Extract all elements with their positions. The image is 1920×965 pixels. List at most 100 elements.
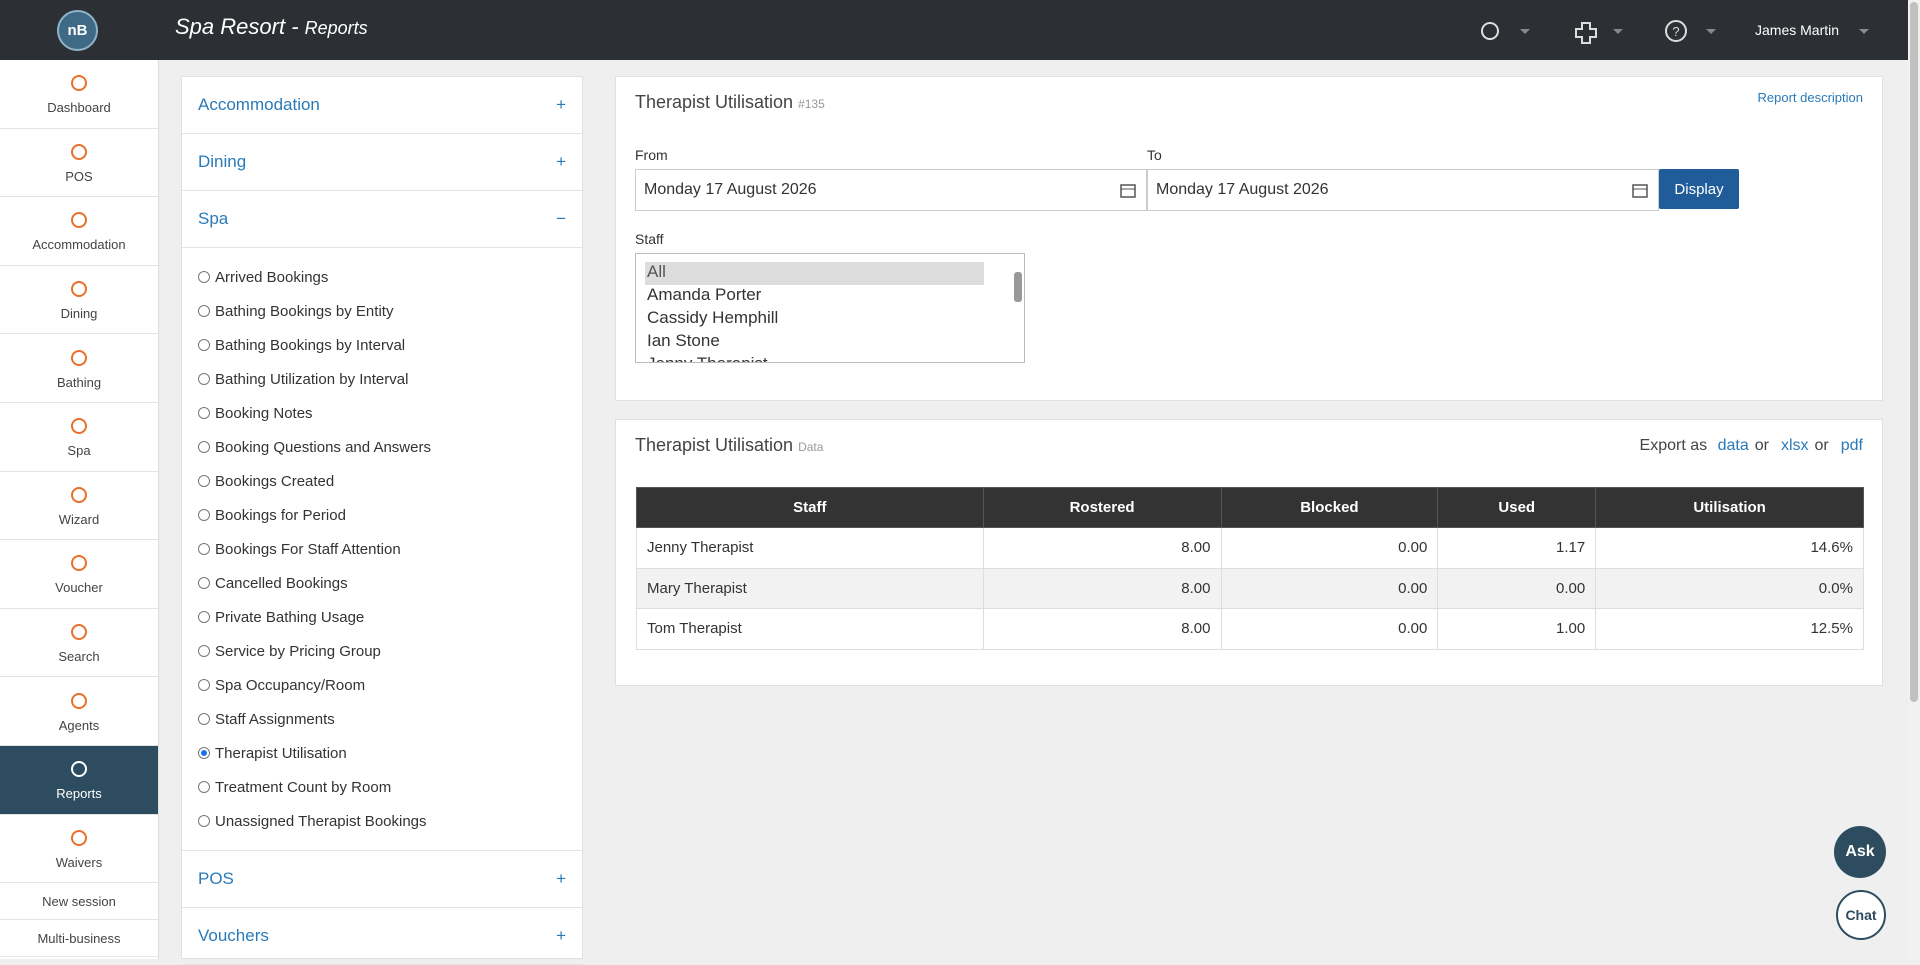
list-scroll[interactable] <box>1014 258 1022 358</box>
nav-footer-link[interactable]: Multi-business <box>0 920 158 958</box>
staff-select[interactable]: All Amanda Porter Cassidy Hemphill Ian Ston… <box>635 253 1025 363</box>
report-label: Bathing Bookings by Entity <box>215 302 394 320</box>
menu-section[interactable]: Accommodation + <box>182 77 582 134</box>
export-link[interactable]: data <box>1717 437 1749 454</box>
report-radio[interactable]: Treatment Count by Room <box>182 770 582 804</box>
nav-label: Search <box>58 649 100 665</box>
nav-label: Voucher <box>55 580 103 596</box>
report-form: Therapist Utilisation #135 Report descri… <box>615 76 1883 401</box>
radio[interactable] <box>198 815 210 827</box>
to-input[interactable]: Monday 17 August 2026 <box>1147 169 1659 211</box>
top-icons[interactable]: ? <box>1470 18 1890 44</box>
menu-section[interactable]: POS + <box>182 851 582 908</box>
nav-item[interactable]: Agents <box>0 677 158 746</box>
report-radio[interactable]: Bookings for Period <box>182 498 582 532</box>
report-radio[interactable]: Service by Pricing Group <box>182 634 582 668</box>
table-cell: 14.6% <box>1595 527 1864 569</box>
staff-option[interactable]: Ian Stone <box>647 331 720 350</box>
radio[interactable] <box>198 475 210 487</box>
radio[interactable] <box>198 645 210 657</box>
nav-item[interactable]: Wizard <box>0 472 158 541</box>
column-header: Blocked <box>1220 487 1439 528</box>
ask-button[interactable]: Ask <box>1834 826 1886 878</box>
report-radio[interactable]: Spa Occupancy/Room <box>182 668 582 702</box>
data-panel: Therapist Utilisation Data Export as dat… <box>615 419 1883 686</box>
nav-item[interactable]: Voucher <box>0 540 158 609</box>
display-button[interactable]: Display <box>1659 169 1739 209</box>
report-radio[interactable]: Therapist Utilisation <box>182 736 582 770</box>
report-label: Therapist Utilisation <box>215 744 347 762</box>
radio[interactable] <box>198 407 210 419</box>
staff-option[interactable]: Jenny Therapist <box>645 354 984 362</box>
nav-item[interactable]: Dining <box>0 266 158 335</box>
menu-section[interactable]: Spa − <box>182 191 582 248</box>
column-header: Utilisation <box>1595 487 1864 528</box>
export-or: or <box>1814 437 1829 454</box>
report-radio[interactable]: Bathing Utilization by Interval <box>182 362 582 396</box>
nav-label: Wizard <box>58 511 100 527</box>
report-radio[interactable]: Bathing Bookings by Entity <box>182 294 582 328</box>
report-label: Bookings Created <box>215 472 335 490</box>
report-radio[interactable]: Booking Notes <box>182 396 582 430</box>
description-link[interactable]: Report description <box>1757 90 1864 105</box>
nav-item[interactable]: Dashboard <box>0 60 158 129</box>
table-row: Mary Therapist 8.00 0.00 0.00 0.0% <box>636 567 1864 609</box>
nav-item[interactable]: Accommodation <box>0 197 158 266</box>
nav-item[interactable]: Bathing <box>0 334 158 403</box>
radio[interactable] <box>198 305 210 317</box>
radio[interactable] <box>198 747 210 759</box>
table-cell: 0.0% <box>1595 567 1864 609</box>
section-toggle: − <box>556 209 566 228</box>
radio[interactable] <box>198 339 210 351</box>
radio[interactable] <box>198 373 210 385</box>
chat-button[interactable]: Chat <box>1836 890 1886 940</box>
report-label: Bathing Bookings by Interval <box>215 336 406 354</box>
nav-item[interactable]: Waivers <box>0 815 158 884</box>
column-header: Rostered <box>982 487 1222 528</box>
report-radio[interactable]: Bookings Created <box>182 464 582 498</box>
nav-item[interactable]: Reports <box>0 745 158 815</box>
report-list: Arrived Bookings Bathing Bookings by Enti… <box>182 248 582 851</box>
report-radio[interactable]: Arrived Bookings <box>182 260 582 294</box>
nav-item[interactable]: POS <box>0 129 158 198</box>
nav-footer-link[interactable]: New session <box>0 883 158 921</box>
nav-item[interactable]: Spa <box>0 403 158 472</box>
radio[interactable] <box>198 781 210 793</box>
report-radio[interactable]: Private Bathing Usage <box>182 600 582 634</box>
report-label: Spa Occupancy/Room <box>215 676 366 694</box>
report-radio[interactable]: Staff Assignments <box>182 702 582 736</box>
data-tag: Data <box>798 440 824 454</box>
table-cell: 0.00 <box>1220 527 1439 569</box>
report-radio[interactable]: Unassigned Therapist Bookings <box>182 804 582 838</box>
user-menu[interactable]: James Martin <box>1755 22 1840 38</box>
export-or: or <box>1754 437 1769 454</box>
nav-item[interactable]: Search <box>0 609 158 678</box>
logo[interactable]: nB <box>57 10 98 51</box>
radio[interactable] <box>198 271 210 283</box>
column-header: Used <box>1437 487 1597 528</box>
radio[interactable] <box>198 577 210 589</box>
radio[interactable] <box>198 611 210 623</box>
staff-option[interactable]: Cassidy Hemphill <box>647 308 779 327</box>
staff-option[interactable]: Amanda Porter <box>647 285 762 304</box>
top-bar: nB Spa Resort - Reports ? James Martin <box>0 0 1908 60</box>
menu-section[interactable]: Dining + <box>182 134 582 191</box>
radio[interactable] <box>198 441 210 453</box>
radio[interactable] <box>198 509 210 521</box>
report-radio[interactable]: Booking Questions and Answers <box>182 430 582 464</box>
from-input[interactable]: Monday 17 August 2026 <box>635 169 1147 211</box>
report-label: Bookings for Period <box>215 506 346 524</box>
report-radio[interactable]: Bookings For Staff Attention <box>182 532 582 566</box>
export-link[interactable]: pdf <box>1840 437 1863 454</box>
nav-label: Spa <box>67 443 91 459</box>
menu-section[interactable]: Vouchers + <box>182 908 582 965</box>
report-radio[interactable]: Bathing Bookings by Interval <box>182 328 582 362</box>
staff-option[interactable]: All <box>645 262 984 285</box>
radio[interactable] <box>198 679 210 691</box>
radio[interactable] <box>198 713 210 725</box>
export-link[interactable]: xlsx <box>1780 437 1809 454</box>
scrollbar[interactable] <box>1908 0 1920 959</box>
radio[interactable] <box>198 543 210 555</box>
report-radio[interactable]: Cancelled Bookings <box>182 566 582 600</box>
